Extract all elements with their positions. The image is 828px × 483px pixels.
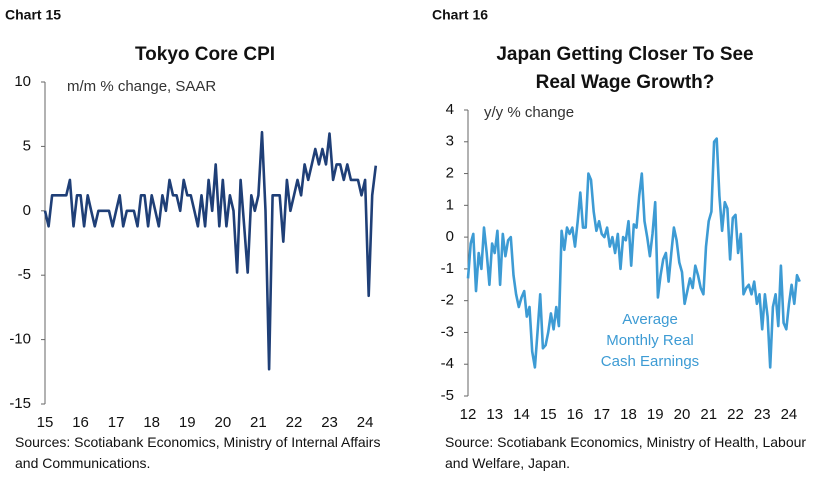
- annotation: Cash Earnings: [601, 353, 699, 370]
- y-tick-label: -2: [441, 292, 454, 309]
- x-tick-label: 16: [567, 406, 584, 423]
- y-tick-label: -4: [441, 355, 454, 372]
- y-tick-label: 10: [14, 73, 31, 90]
- data-line: [43, 130, 378, 371]
- x-tick-label: 17: [108, 414, 125, 431]
- x-tick-label: 24: [357, 414, 374, 431]
- x-tick-label: 22: [286, 414, 303, 431]
- y-tick-label: -1: [441, 260, 454, 277]
- y-axis-label: y/y % change: [484, 104, 574, 121]
- annotation: Monthly Real: [606, 332, 694, 349]
- x-tick-label: 23: [754, 406, 771, 423]
- x-tick-label: 20: [674, 406, 691, 423]
- x-tick-label: 24: [781, 406, 798, 423]
- y-tick-label: 2: [446, 165, 454, 182]
- x-tick-label: 21: [700, 406, 717, 423]
- x-tick-label: 19: [179, 414, 196, 431]
- x-tick-label: 15: [37, 414, 54, 431]
- y-tick-label: -15: [9, 395, 31, 412]
- x-tick-label: 12: [460, 406, 477, 423]
- data-line: [466, 137, 801, 369]
- x-tick-label: 23: [321, 414, 338, 431]
- source-note: Sources: Scotiabank Economics, Ministry …: [15, 434, 381, 471]
- y-tick-label: -3: [441, 323, 454, 340]
- y-tick-label: 0: [446, 228, 454, 245]
- x-tick-label: 20: [214, 414, 231, 431]
- x-tick-label: 17: [593, 406, 610, 423]
- y-tick-label: -5: [18, 266, 31, 283]
- x-tick-label: 18: [143, 414, 160, 431]
- chart-label: Chart 15: [5, 7, 61, 23]
- source-note: Source: Scotiabank Economics, Ministry o…: [445, 434, 807, 471]
- chart-title: Japan Getting Closer To See: [496, 44, 753, 65]
- chart-title: Real Wage Growth?: [536, 72, 715, 93]
- y-tick-label: 0: [23, 202, 31, 219]
- x-tick-label: 15: [540, 406, 557, 423]
- y-tick-label: 4: [446, 101, 454, 118]
- y-tick-label: -10: [9, 331, 31, 348]
- y-tick-label: -5: [441, 387, 454, 404]
- chart-label: Chart 16: [432, 7, 488, 23]
- x-tick-label: 16: [72, 414, 89, 431]
- y-tick-label: 5: [23, 137, 31, 154]
- x-tick-label: 13: [486, 406, 503, 423]
- y-tick-label: 3: [446, 133, 454, 150]
- x-tick-label: 14: [513, 406, 530, 423]
- chart-title: Tokyo Core CPI: [135, 44, 275, 65]
- y-tick-label: 1: [446, 196, 454, 213]
- y-axis-label: m/m % change, SAAR: [67, 78, 216, 95]
- x-tick-label: 21: [250, 414, 267, 431]
- x-tick-label: 22: [727, 406, 744, 423]
- annotation: Average: [622, 311, 678, 328]
- x-tick-label: 18: [620, 406, 637, 423]
- x-tick-label: 19: [647, 406, 664, 423]
